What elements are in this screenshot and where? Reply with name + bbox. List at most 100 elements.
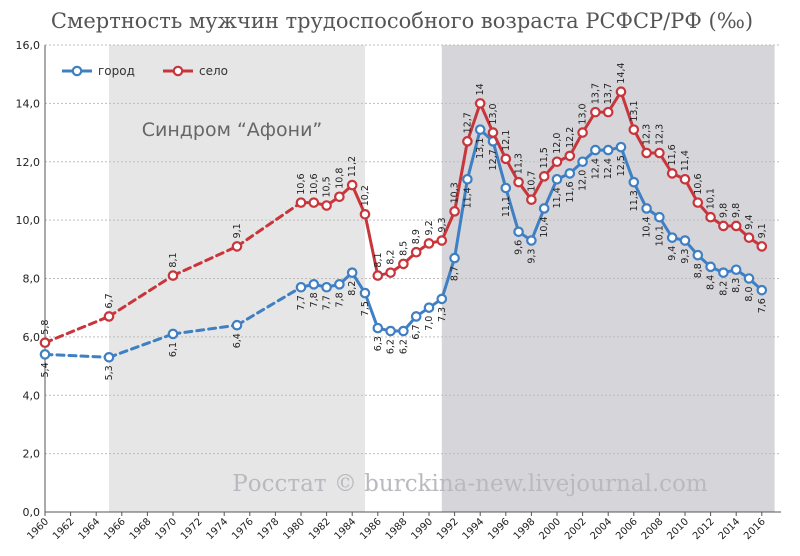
data-label: 13,0 xyxy=(578,103,589,124)
data-point xyxy=(449,252,460,264)
data-point xyxy=(577,127,588,138)
data-point xyxy=(628,124,640,135)
data-label: 8,0 xyxy=(744,287,755,302)
data-point xyxy=(449,206,460,217)
data-label: 11,4 xyxy=(462,187,473,208)
data-label: 6,3 xyxy=(373,336,384,351)
data-point xyxy=(436,293,448,305)
data-label: 10,1 xyxy=(706,188,717,209)
data-label: 12,4 xyxy=(590,158,601,179)
data-point xyxy=(718,220,729,232)
data-point xyxy=(474,124,486,135)
data-point xyxy=(103,311,115,322)
data-point xyxy=(666,232,678,243)
data-point xyxy=(513,226,524,238)
data-label: 8,3 xyxy=(731,278,742,293)
data-point xyxy=(538,203,550,214)
data-label: 12,2 xyxy=(565,127,576,148)
data-label: 12,7 xyxy=(488,149,499,170)
series-line-segment xyxy=(43,314,111,345)
series-line-segment xyxy=(43,352,111,359)
data-point xyxy=(500,182,512,194)
series-line-segment xyxy=(478,101,495,135)
data-label: 10,4 xyxy=(539,216,550,237)
data-label: 11,1 xyxy=(501,196,512,217)
data-point xyxy=(346,179,358,191)
series-line-segment xyxy=(465,101,482,143)
data-point xyxy=(321,200,332,211)
data-label: 7,3 xyxy=(437,307,448,322)
data-point xyxy=(423,238,435,249)
data-point xyxy=(410,311,422,322)
data-label: 9,4 xyxy=(667,246,678,261)
data-label: 8,1 xyxy=(168,252,179,267)
series-line-segment xyxy=(440,256,457,301)
data-label: 13,7 xyxy=(603,83,614,104)
y-tick-label: 0,0 xyxy=(23,506,41,519)
data-label: 11,6 xyxy=(565,181,576,202)
data-label: 12,3 xyxy=(654,124,665,145)
data-label: 7,7 xyxy=(296,295,307,310)
data-point xyxy=(526,235,537,246)
data-label: 8,5 xyxy=(398,241,409,256)
data-label: 6,7 xyxy=(411,324,422,339)
data-point xyxy=(231,319,243,331)
data-point xyxy=(39,337,51,349)
data-label: 9,3 xyxy=(437,217,448,232)
series-line-segment xyxy=(453,177,469,260)
data-label: 10,8 xyxy=(334,168,345,189)
data-point xyxy=(462,136,473,147)
series-line-segment xyxy=(107,332,175,359)
data-point xyxy=(167,328,179,340)
data-label: 10,1 xyxy=(654,225,665,246)
data-point xyxy=(730,220,742,232)
data-point xyxy=(705,211,716,223)
data-label: 6,2 xyxy=(398,339,409,354)
data-label: 9,3 xyxy=(526,249,537,264)
data-label: 5,8 xyxy=(40,320,51,335)
series-line-segment xyxy=(619,145,636,184)
y-tick-label: 4,0 xyxy=(23,389,41,402)
series-line-segment xyxy=(504,186,521,234)
data-point xyxy=(103,352,115,363)
data-label: 8,2 xyxy=(718,281,729,296)
data-label: 11,4 xyxy=(552,187,563,208)
data-label: 7,7 xyxy=(322,295,333,310)
data-label: 14 xyxy=(475,83,486,95)
series-line-segment xyxy=(440,209,457,243)
data-point xyxy=(756,241,768,252)
data-point xyxy=(500,153,512,165)
data-label: 11,5 xyxy=(539,147,550,168)
series-line-segment xyxy=(363,291,380,330)
data-label: 10,2 xyxy=(360,185,371,206)
data-point xyxy=(718,267,729,278)
data-label: 12,1 xyxy=(501,130,512,151)
series-line-segment xyxy=(619,90,636,132)
data-label: 8,1 xyxy=(373,252,384,267)
legend-marker xyxy=(71,65,83,77)
data-label: 8,2 xyxy=(347,281,358,296)
data-point xyxy=(538,171,550,182)
series-line-segment xyxy=(363,212,380,278)
data-label: 12,4 xyxy=(603,158,614,179)
data-label: 13,0 xyxy=(488,103,499,124)
data-label: 14,4 xyxy=(616,63,627,84)
series-line-segment xyxy=(107,274,175,318)
data-label: 7,5 xyxy=(360,301,371,316)
data-label: 12,7 xyxy=(462,112,473,133)
legend: город село xyxy=(62,64,228,78)
data-label: 9,8 xyxy=(731,203,742,218)
data-point xyxy=(372,322,384,334)
data-label: 13,7 xyxy=(590,83,601,104)
data-point xyxy=(359,287,371,299)
data-label: 8,2 xyxy=(386,250,397,265)
data-point xyxy=(346,267,358,278)
data-label: 11,3 xyxy=(514,153,525,174)
legend-label: село xyxy=(199,64,228,78)
data-point xyxy=(756,284,768,296)
data-point xyxy=(602,106,614,118)
data-point xyxy=(679,235,691,246)
data-label: 9,2 xyxy=(424,220,435,235)
data-point xyxy=(577,156,588,168)
